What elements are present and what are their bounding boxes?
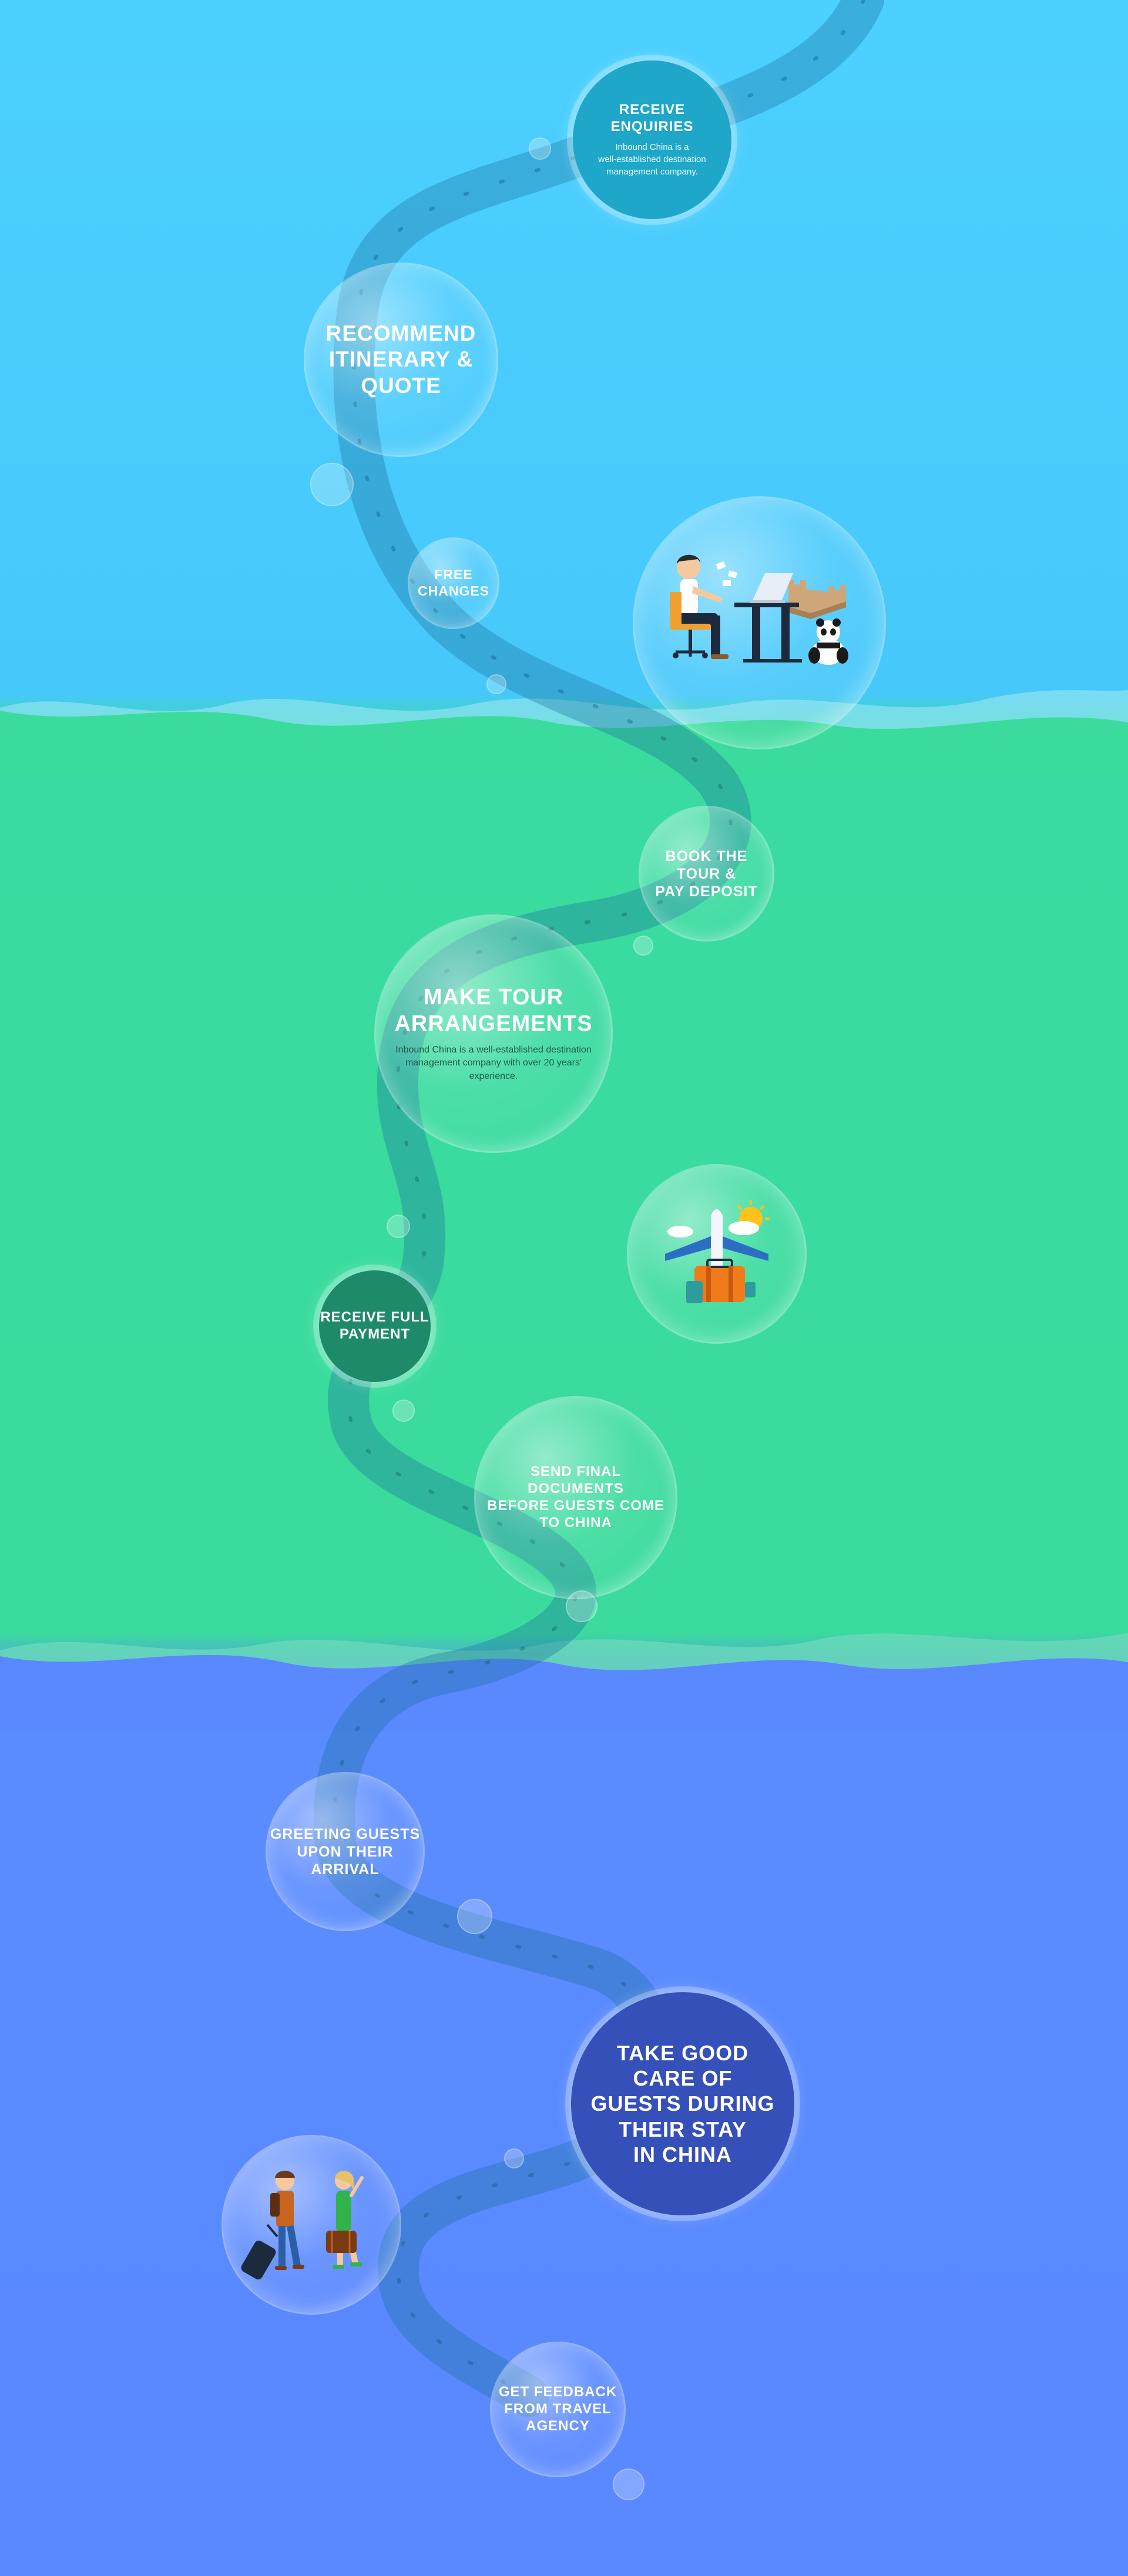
step-title: MAKE TOUR ARRANGEMENTS <box>394 984 593 1037</box>
step-description: Inbound China is a well-established dest… <box>598 142 706 177</box>
step-receive-enquiries: RECEIVE ENQUIRIES Inbound China is a wel… <box>573 60 731 219</box>
step-title: FREE CHANGES <box>417 567 489 598</box>
small-bubble <box>530 139 550 159</box>
travel-illustration-bubble <box>629 1166 805 1342</box>
small-bubble <box>311 464 352 505</box>
small-bubble <box>634 937 652 954</box>
office-desk-great-wall-panda-icon <box>670 554 848 665</box>
step-send-final-documents: SEND FINAL DOCUMENTS BEFORE GUESTS COME … <box>476 1398 676 1598</box>
step-title: BOOK THE TOUR & PAY DEPOSIT <box>655 848 758 900</box>
step-get-feedback: GET FEEDBACK FROM TRAVEL AGENCY <box>492 2343 624 2476</box>
wave-top-green <box>0 711 1128 775</box>
small-bubble <box>505 2150 523 2167</box>
step-title: TAKE GOOD CARE OF GUESTS DURING THEIR ST… <box>590 2041 775 2167</box>
travelers-illustration-bubble <box>223 2137 400 2313</box>
step-greeting-guests: GREETING GUESTS UPON THEIR ARRIVAL <box>267 1774 423 1929</box>
small-bubble <box>394 1401 414 1421</box>
small-bubble <box>567 1592 596 1621</box>
small-bubble <box>488 675 505 693</box>
step-recommend-itinerary: RECOMMEND ITINERARY & QUOTE <box>306 264 496 455</box>
step-make-tour-arrangements: MAKE TOUR ARRANGEMENTS Inbound China is … <box>376 916 611 1151</box>
travelers-icon <box>241 2171 364 2280</box>
office-illustration-bubble <box>634 498 884 748</box>
step-title: RECEIVE ENQUIRIES <box>610 101 694 134</box>
small-bubble <box>614 2470 643 2499</box>
step-receive-full-payment: RECEIVE FULL PAYMENT <box>319 1270 431 1382</box>
step-free-changes: FREE CHANGES <box>409 539 498 627</box>
step-description: Inbound China is a well-established dest… <box>395 1045 592 1081</box>
step-title: GREETING GUESTS UPON THEIR ARRIVAL <box>270 1825 421 1878</box>
step-take-good-care: TAKE GOOD CARE OF GUESTS DURING THEIR ST… <box>571 1992 794 2215</box>
step-title: RECEIVE FULL PAYMENT <box>320 1309 429 1342</box>
step-title: SEND FINAL DOCUMENTS BEFORE GUESTS COME … <box>486 1464 665 1531</box>
wave-bottom-blue <box>0 1654 1128 1733</box>
step-title: GET FEEDBACK FROM TRAVEL AGENCY <box>498 2384 617 2434</box>
step-title: RECOMMEND ITINERARY & QUOTE <box>325 321 476 398</box>
small-bubble <box>458 1900 491 1933</box>
small-bubble <box>388 1216 409 1237</box>
airplane-luggage-icon <box>665 1200 770 1303</box>
step-book-tour-deposit: BOOK THE TOUR & PAY DEPOSIT <box>640 808 773 940</box>
